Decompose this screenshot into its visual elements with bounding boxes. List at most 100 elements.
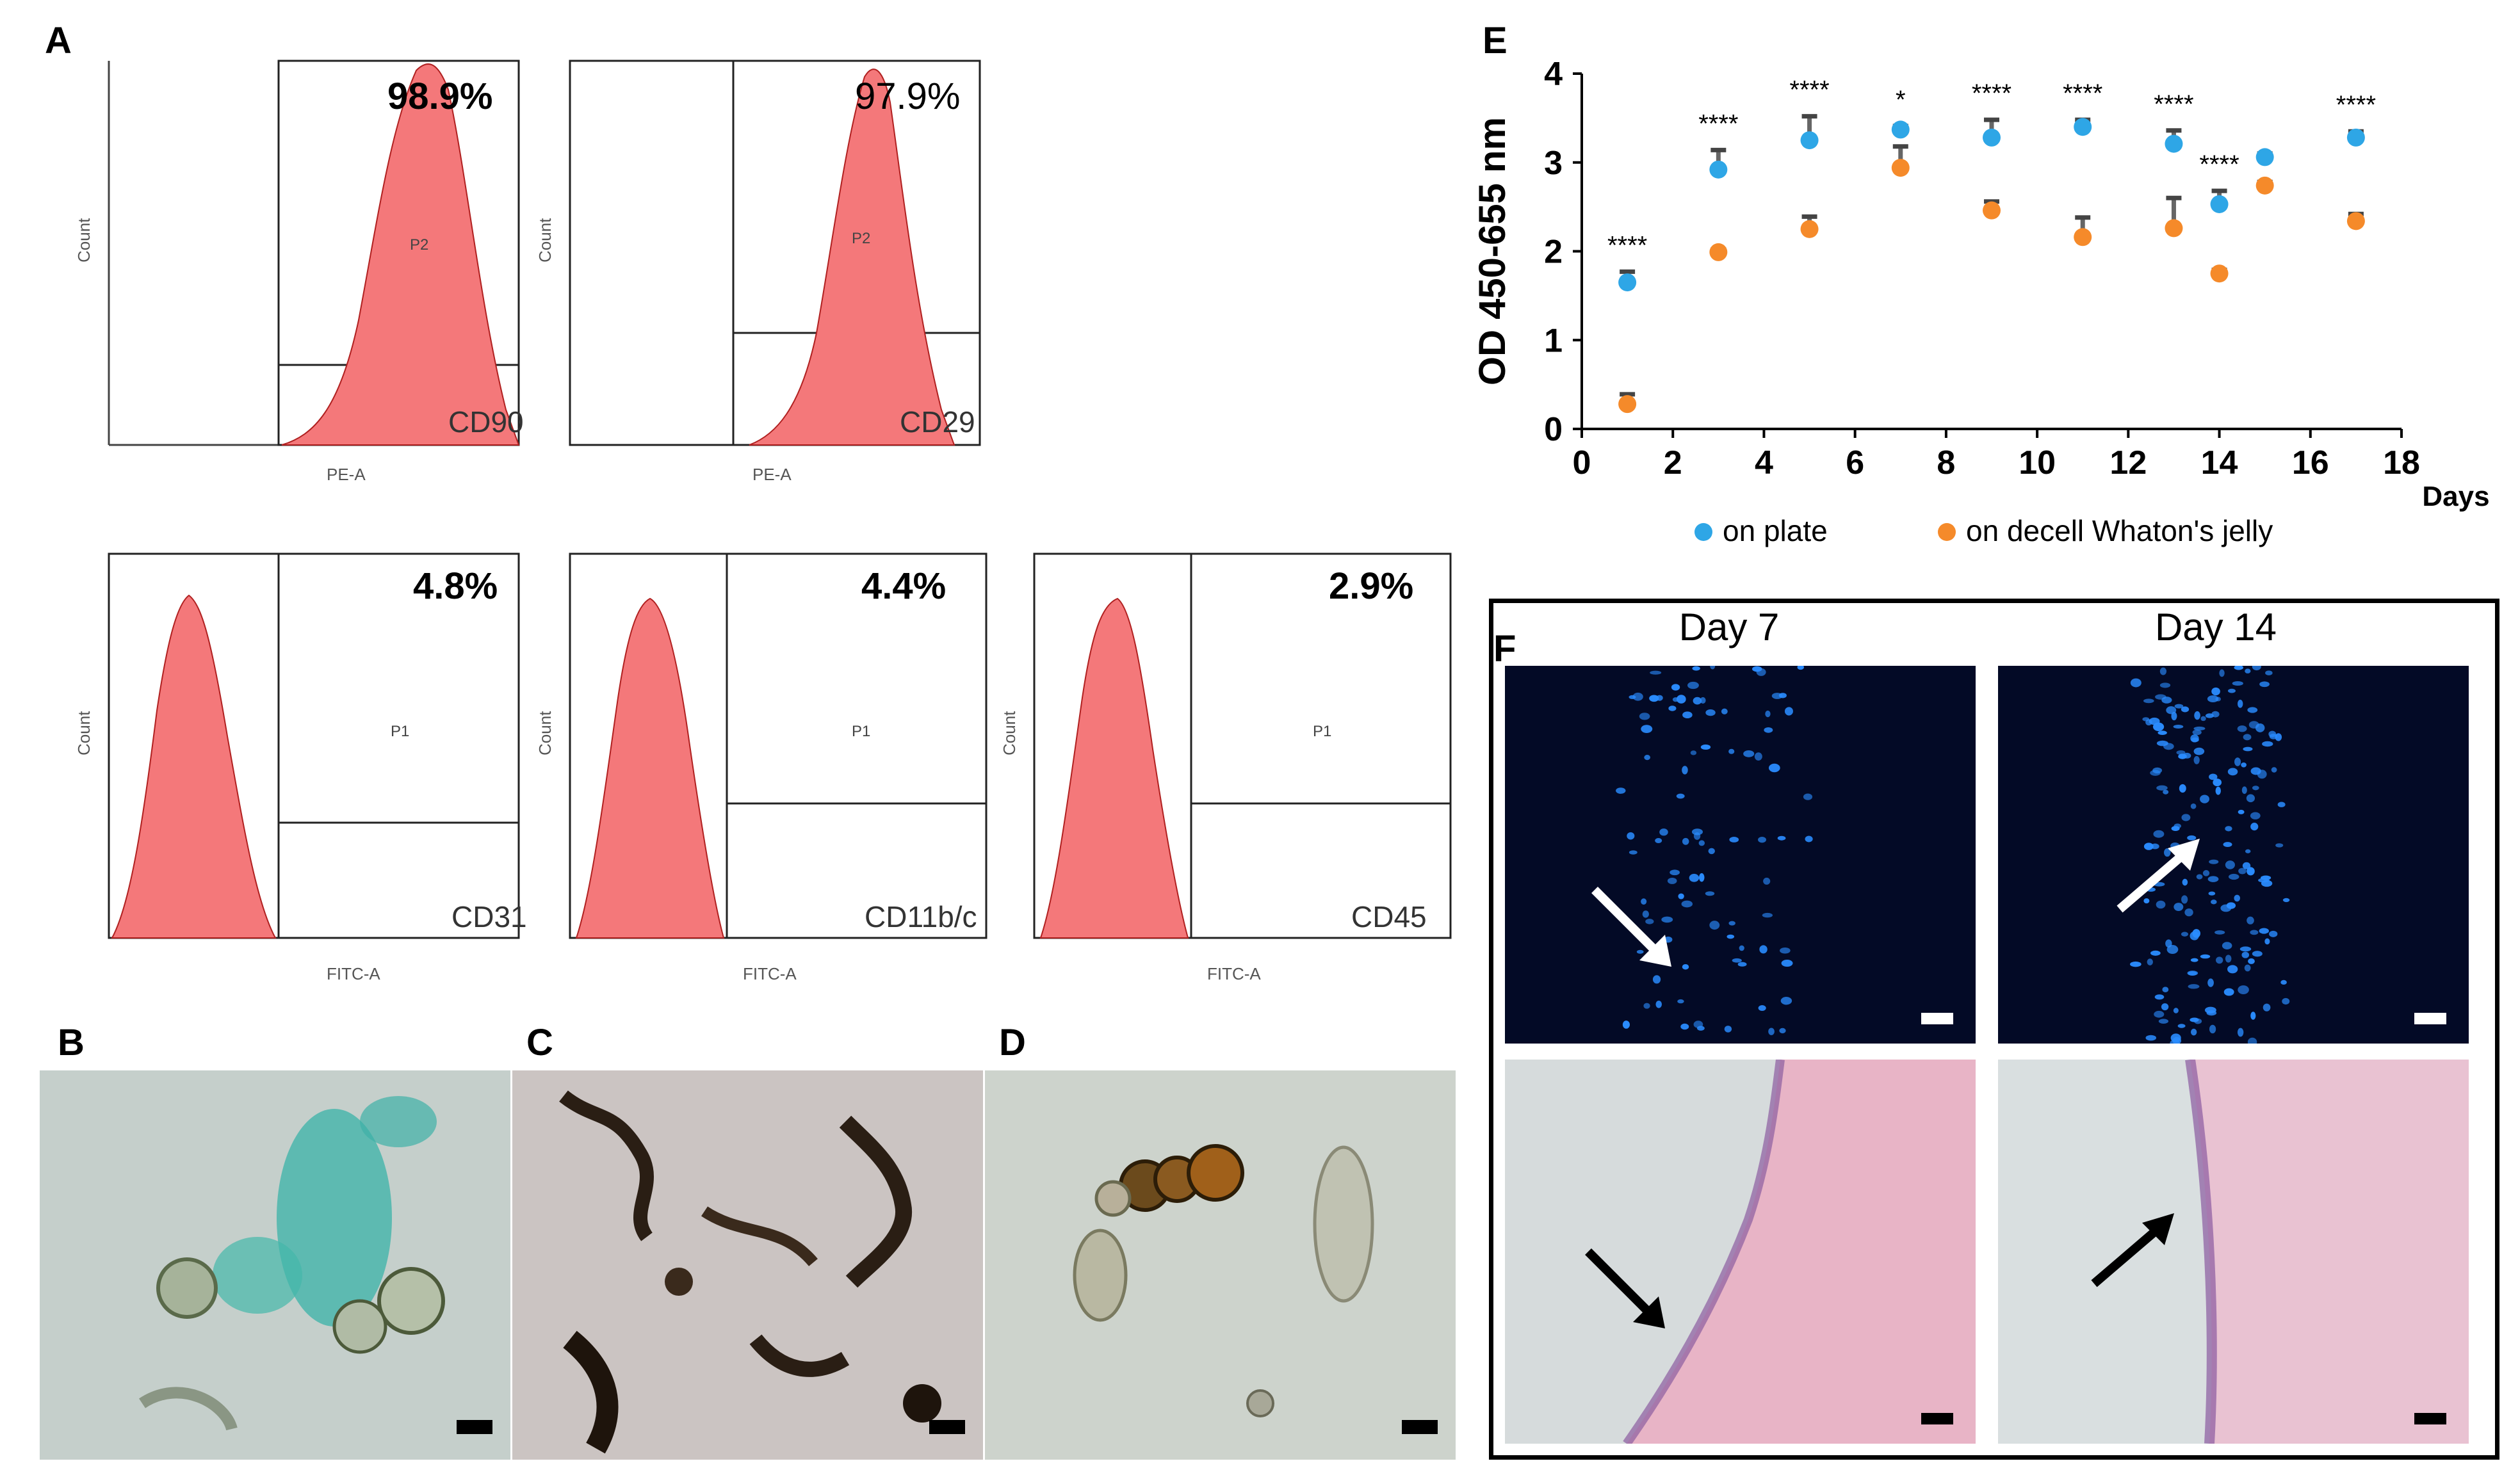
nucleus-dot — [2158, 730, 2167, 735]
nucleus-dot — [2247, 867, 2255, 876]
nucleus-dot — [2252, 951, 2263, 957]
nucleus-dot — [1727, 934, 1735, 939]
data-point — [1891, 120, 1910, 139]
nucleus-dot — [2173, 724, 2184, 729]
arrow-icon — [2091, 1213, 2174, 1287]
significance-label: **** — [1607, 231, 1647, 259]
nucleus-dot — [1644, 755, 1650, 761]
nucleus-dot — [2259, 928, 2270, 934]
nucleus-dot — [1668, 706, 1677, 711]
x-axis-label: Days — [2422, 481, 2489, 512]
nucleus-dot — [2159, 682, 2171, 688]
nucleus-dot — [1768, 763, 1780, 773]
nucleus-dot — [2277, 802, 2286, 807]
nucleus-dot — [1642, 910, 1649, 918]
nucleus-dot — [1682, 766, 1688, 775]
nucleus-dot — [2269, 930, 2278, 937]
data-point — [2165, 219, 2183, 238]
significance-label: **** — [2154, 90, 2193, 118]
nucleus-dot — [1700, 744, 1711, 750]
nucleus-dot — [1762, 912, 1773, 918]
nucleus-dot — [2194, 1018, 2202, 1024]
nucleus-dot — [2237, 1028, 2244, 1037]
scale-bar — [929, 1420, 965, 1434]
nucleus-dot — [1693, 697, 1702, 705]
panel-label-d: D — [999, 1022, 1026, 1063]
nucleus-dot — [1632, 692, 1643, 701]
nucleus-dot — [1627, 832, 1635, 840]
fluorescence-day7 — [1505, 666, 1976, 1044]
nucleus-dot — [2191, 737, 2199, 743]
flow-plot-cd45: Count FITC-A P1 2.9% CD45 — [996, 544, 1463, 992]
nucleus-dot — [2188, 984, 2200, 989]
nucleus-dot — [1729, 837, 1739, 843]
nucleus-dot — [2150, 950, 2161, 956]
nucleus-dot — [2214, 930, 2225, 935]
nucleus-dot — [2162, 987, 2169, 992]
flow-histogram-svg: Count FITC-A P1 2.9% CD45 — [1000, 552, 1452, 983]
nucleus-dot — [2163, 789, 2169, 794]
flow-percent: 97.9% — [855, 76, 960, 117]
micrograph-c — [512, 1070, 983, 1460]
nucleus-dot — [2261, 875, 2271, 880]
nucleus-dot — [2184, 908, 2193, 917]
data-point — [1983, 128, 2001, 147]
nucleus-dot — [2238, 985, 2249, 994]
scale-bar — [1921, 1413, 1953, 1424]
data-point — [1983, 201, 2001, 220]
flow-histogram-svg: Count PE-A P2 97.9% CD29 — [535, 60, 981, 484]
scale-bar — [2414, 1013, 2446, 1024]
nucleus-dot — [1681, 900, 1693, 908]
nucleus-dot — [2208, 891, 2216, 896]
nucleus-dot — [2150, 843, 2159, 850]
nucleus-dot — [1689, 873, 1700, 882]
nucleus-dot — [2237, 725, 2247, 732]
significance-label: **** — [1698, 109, 1738, 138]
flow-histogram-svg: Count FITC-A P1 4.4% CD11b/c — [535, 552, 987, 983]
nucleus-dot — [1645, 919, 1654, 924]
nucleus-dot — [2159, 667, 2167, 675]
data-point — [2210, 264, 2229, 283]
nucleus-dot — [2200, 716, 2206, 722]
nucleus-dot — [2262, 741, 2273, 747]
nucleus-dot — [1641, 725, 1653, 734]
nucleus-dot — [2250, 823, 2259, 831]
nucleus-dot — [2238, 809, 2245, 814]
panel-label-b: B — [58, 1022, 85, 1063]
x-tick-label: 6 — [1846, 444, 1864, 481]
significance-label: **** — [1972, 79, 2011, 108]
scale-bar — [457, 1420, 492, 1434]
nucleus-dot — [2243, 746, 2253, 752]
flow-histogram-svg: Count FITC-A P1 4.8% CD31 — [74, 552, 527, 983]
nucleus-dot — [1724, 1026, 1732, 1033]
nucleus-dot — [2252, 786, 2259, 791]
nucleus-dot — [2242, 862, 2251, 869]
flow-marker: CD45 — [1351, 900, 1427, 933]
flow-xlabel: FITC-A — [743, 964, 797, 983]
arrow-icon — [2117, 839, 2200, 913]
x-tick-label: 12 — [2109, 444, 2147, 481]
nucleus-dot — [2181, 895, 2188, 904]
nucleus-dot — [2275, 843, 2284, 848]
nucleus-dot — [2188, 971, 2197, 976]
nucleus-dot — [1682, 711, 1693, 719]
nucleus-dot — [1678, 893, 1684, 899]
nucleus-dot — [2172, 1036, 2182, 1044]
nucleus-dot — [2239, 946, 2252, 952]
nucleus-dot — [1680, 1023, 1689, 1030]
nucleus-dot — [2209, 773, 2218, 780]
micrograph-b — [40, 1070, 510, 1460]
nucleus-dot — [1667, 877, 1677, 884]
nucleus-dot — [1672, 697, 1679, 702]
nucleus-dot — [2149, 717, 2160, 725]
nucleus-dot — [2244, 964, 2251, 972]
nucleus-dot — [2193, 726, 2206, 730]
arrow-icon — [1591, 887, 1671, 967]
nucleus-dot — [1676, 695, 1686, 704]
nucleus-dot — [2181, 814, 2191, 821]
nucleus-dot — [1805, 835, 1813, 843]
nucleus-dot — [2171, 711, 2177, 721]
nucleus-dot — [1616, 787, 1626, 794]
data-point — [1709, 160, 1728, 179]
flow-ylabel: Count — [74, 711, 93, 755]
